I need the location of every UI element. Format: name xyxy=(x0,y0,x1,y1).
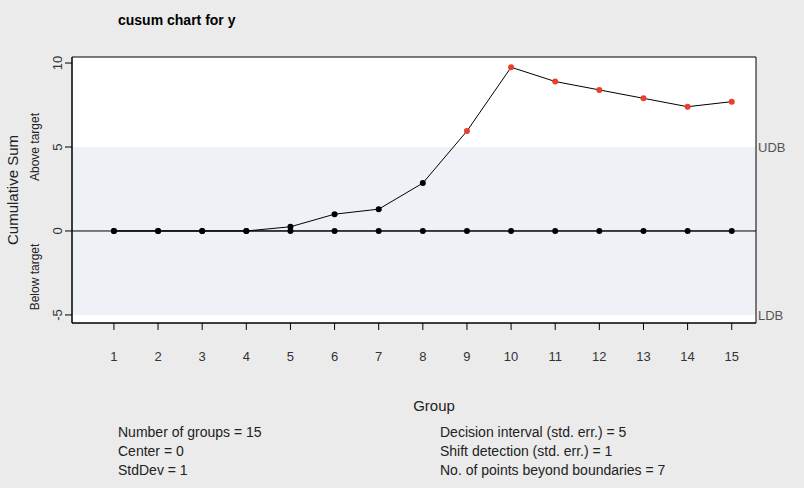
svg-text:12: 12 xyxy=(592,349,606,364)
svg-text:5: 5 xyxy=(50,143,65,150)
svg-text:5: 5 xyxy=(287,349,294,364)
html-text:Cumulative Sum: Cumulative Sum xyxy=(3,135,21,245)
html-text:StdDev = 1: StdDev = 1 xyxy=(118,462,188,478)
html-text:Center = 0: Center = 0 xyxy=(118,443,184,459)
html-text:cusum chart for y: cusum chart for y xyxy=(118,12,236,28)
html-text:Decision interval (std. err.): Decision interval (std. err.) = 5 xyxy=(440,424,627,440)
html-text:Above target: Above target xyxy=(28,113,42,181)
svg-text:13: 13 xyxy=(636,349,650,364)
svg-text:15: 15 xyxy=(724,349,738,364)
svg-text:7: 7 xyxy=(375,349,382,364)
svg-text:-5: -5 xyxy=(50,309,65,321)
svg-text:9: 9 xyxy=(463,349,470,364)
svg-text:14: 14 xyxy=(680,349,694,364)
svg-text:4: 4 xyxy=(243,349,250,364)
svg-text:6: 6 xyxy=(331,349,338,364)
svg-text:11: 11 xyxy=(548,349,562,364)
svg-text:10: 10 xyxy=(50,56,65,70)
html-text:Number of groups = 15: Number of groups = 15 xyxy=(118,424,262,440)
svg-text:10: 10 xyxy=(504,349,518,364)
html-text:Group: Group xyxy=(413,396,455,414)
svg-text:1: 1 xyxy=(110,349,117,364)
svg-text:LDB: LDB xyxy=(758,308,783,323)
svg-text:0: 0 xyxy=(50,227,65,234)
svg-text:UDB: UDB xyxy=(758,140,785,155)
svg-text:2: 2 xyxy=(154,349,161,364)
svg-text:8: 8 xyxy=(419,349,426,364)
html-text:Shift detection (std. err.) =: Shift detection (std. err.) = 1 xyxy=(440,443,613,459)
html-text:No. of points beyond boundarie: No. of points beyond boundaries = 7 xyxy=(440,462,666,478)
html-text:Below target: Below target xyxy=(28,243,42,311)
svg-text:3: 3 xyxy=(199,349,206,364)
